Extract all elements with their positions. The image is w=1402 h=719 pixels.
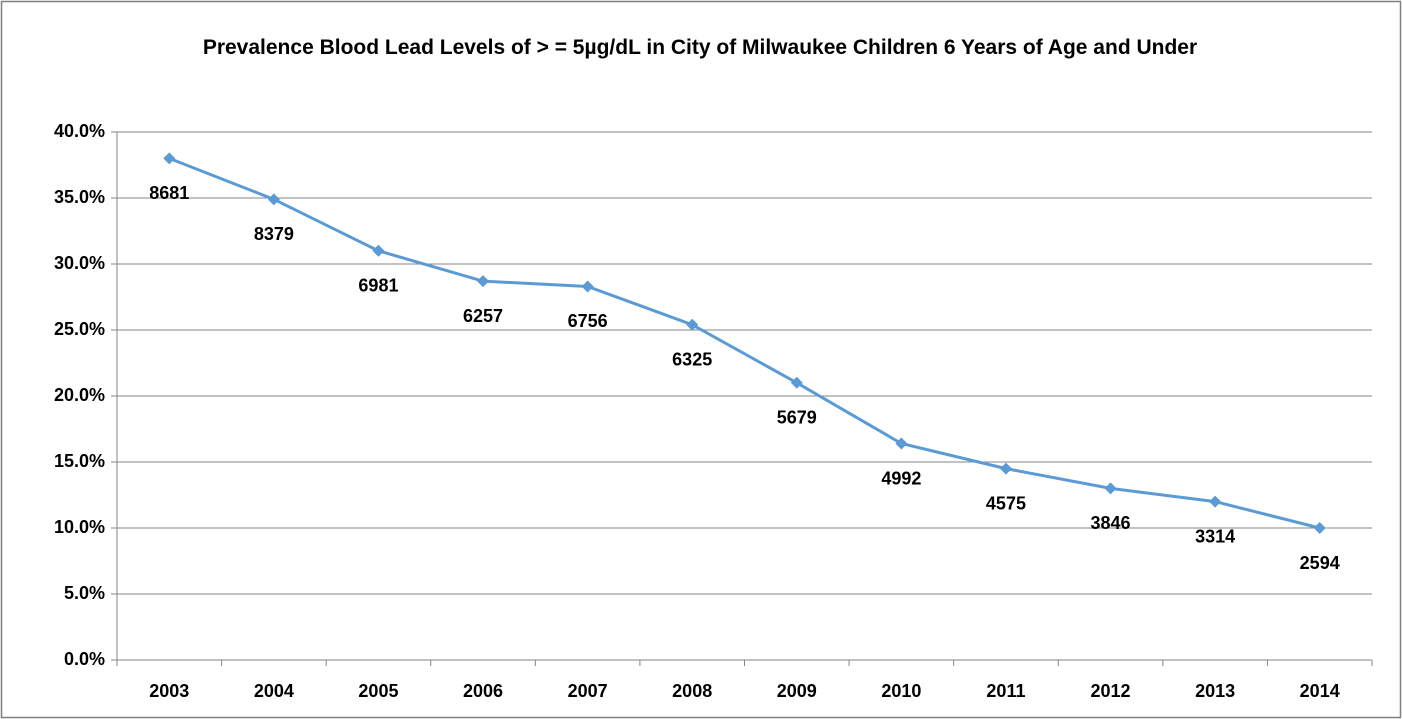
- marker: [477, 275, 490, 288]
- x-tick-label: 2006: [463, 681, 503, 701]
- marker: [999, 462, 1012, 475]
- marker: [686, 318, 699, 331]
- x-tick-label: 2007: [568, 681, 608, 701]
- marker: [163, 152, 176, 165]
- marker: [1209, 495, 1222, 508]
- y-tick-label: 5.0%: [64, 583, 105, 603]
- x-tick-label: 2010: [881, 681, 921, 701]
- x-tick-label: 2014: [1300, 681, 1340, 701]
- x-tick-label: 2009: [777, 681, 817, 701]
- point-label: 6756: [568, 311, 608, 331]
- y-tick-label: 30.0%: [54, 253, 105, 273]
- marker: [581, 280, 594, 293]
- x-tick-label: 2013: [1195, 681, 1235, 701]
- point-label: 6981: [358, 276, 398, 296]
- y-tick-label: 35.0%: [54, 187, 105, 207]
- x-tick-label: 2004: [254, 681, 294, 701]
- point-label: 8379: [254, 224, 294, 244]
- marker: [790, 376, 803, 389]
- point-label: 6325: [672, 349, 712, 369]
- x-tick-label: 2008: [672, 681, 712, 701]
- y-tick-label: 40.0%: [54, 121, 105, 141]
- point-label: 5679: [777, 408, 817, 428]
- marker: [267, 193, 280, 206]
- x-tick-label: 2005: [358, 681, 398, 701]
- point-label: 3846: [1091, 513, 1131, 533]
- y-tick-label: 20.0%: [54, 385, 105, 405]
- chart-title: Prevalence Blood Lead Levels of > = 5µg/…: [202, 36, 1198, 59]
- marker: [895, 437, 908, 450]
- marker: [1104, 482, 1117, 495]
- x-tick-label: 2011: [986, 681, 1025, 701]
- line: [168, 157, 1321, 530]
- marker: [1313, 522, 1326, 534]
- point-label: 8681: [149, 183, 189, 203]
- x-tick-label: 2003: [149, 681, 189, 701]
- y-tick-label: 25.0%: [54, 319, 105, 339]
- x-tick-label: 2012: [1091, 681, 1131, 701]
- marker: [372, 244, 385, 257]
- y-tick-label: 15.0%: [54, 451, 105, 471]
- point-label: 2594: [1300, 553, 1340, 573]
- point-label: 4992: [881, 468, 921, 488]
- point-label: 6257: [463, 306, 503, 326]
- point-label: 4575: [986, 493, 1026, 513]
- point-label: 3314: [1195, 526, 1235, 546]
- y-tick-label: 0.0%: [64, 649, 105, 669]
- y-tick-label: 10.0%: [54, 517, 105, 537]
